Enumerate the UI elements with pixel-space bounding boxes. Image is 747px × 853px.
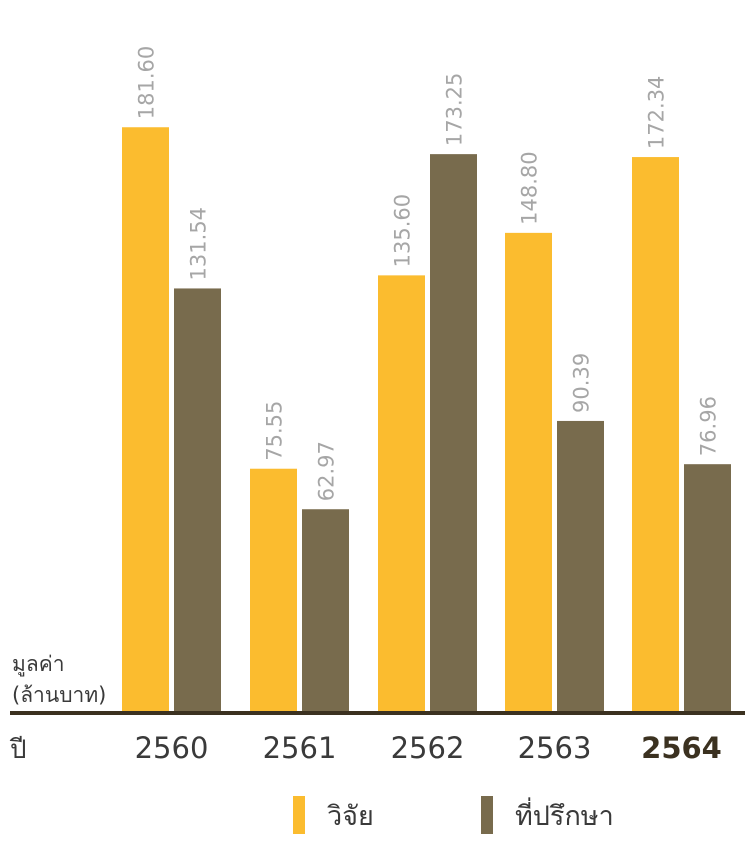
value-label-research-2563: 148.80 [518, 151, 542, 224]
x-axis-line [10, 711, 745, 715]
value-label-consulting-2560: 131.54 [187, 207, 211, 280]
bar-research-2563 [505, 232, 552, 712]
value-label-research-2564: 172.34 [645, 76, 669, 149]
value-label-research-2560: 181.60 [135, 46, 159, 119]
value-label-consulting-2561: 62.97 [315, 441, 339, 501]
value-label-consulting-2563: 90.39 [570, 353, 594, 413]
bar-research-2564 [632, 157, 679, 713]
x-tick-label-2563: 2563 [518, 731, 592, 765]
x-tick-label-2564: 2564 [641, 731, 722, 765]
bar-research-2560 [122, 127, 169, 713]
value-label-research-2562: 135.60 [391, 194, 415, 267]
x-tick-label-2562: 2562 [391, 731, 465, 765]
x-tick-label-2560: 2560 [135, 731, 209, 765]
legend-label-consulting: ที่ปรึกษา [515, 800, 614, 832]
y-axis-label-line2: (ล้านบาท) [12, 683, 107, 707]
bar-research-2561 [250, 468, 297, 712]
value-label-research-2561: 75.55 [263, 401, 287, 461]
bar-consulting-2560 [174, 288, 221, 712]
legend-swatch-consulting [481, 796, 493, 834]
bar-consulting-2561 [302, 509, 349, 712]
y-axis-label-line1: มูลค่า [12, 652, 65, 676]
bar-consulting-2564 [684, 464, 731, 712]
x-axis-unit-label: ปี [10, 735, 27, 765]
bar-consulting-2562 [430, 154, 477, 712]
legend-swatch-research [293, 796, 305, 834]
bar-research-2562 [378, 275, 425, 712]
legend-item-consulting: ที่ปรึกษา [481, 795, 614, 835]
value-label-consulting-2564: 76.96 [697, 396, 721, 456]
legend-item-research: วิจัย [293, 795, 374, 835]
value-label-consulting-2562: 173.25 [443, 73, 467, 146]
bar-consulting-2563 [557, 420, 604, 712]
x-tick-label-2561: 2561 [263, 731, 337, 765]
legend-label-research: วิจัย [327, 800, 374, 832]
